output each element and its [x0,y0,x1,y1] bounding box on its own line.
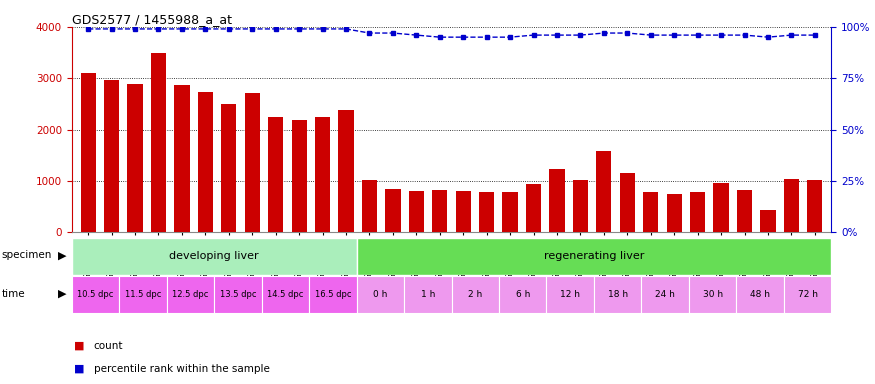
Bar [119,276,166,313]
Bar [404,276,452,313]
Bar [432,190,447,232]
Bar [689,276,737,313]
Bar [80,73,95,232]
Bar [409,191,424,232]
Bar [385,189,401,232]
Text: 2 h: 2 h [468,290,482,299]
Bar [72,276,119,313]
Text: 11.5 dpc: 11.5 dpc [125,290,161,299]
Bar [452,276,499,313]
Bar [309,276,357,313]
Bar [690,192,705,232]
Text: 6 h: 6 h [515,290,530,299]
Bar [456,191,471,232]
Bar [713,183,729,232]
Text: 12.5 dpc: 12.5 dpc [172,290,208,299]
Bar [784,179,799,232]
Bar [262,276,309,313]
Bar [546,276,594,313]
Bar [479,192,494,232]
Bar [667,194,682,232]
Bar [573,180,588,232]
Bar [245,93,260,232]
Text: 1 h: 1 h [421,290,435,299]
Bar [641,276,689,313]
Text: developing liver: developing liver [170,251,259,262]
Text: specimen: specimen [2,250,52,260]
Bar [737,276,784,313]
Text: ▶: ▶ [58,250,66,260]
Bar [596,151,612,232]
Bar [620,173,635,232]
Bar [198,92,213,232]
Text: 10.5 dpc: 10.5 dpc [77,290,114,299]
Text: 48 h: 48 h [750,290,770,299]
Bar [594,276,641,313]
Text: 30 h: 30 h [703,290,723,299]
Bar [357,276,404,313]
Text: 18 h: 18 h [607,290,627,299]
Text: time: time [2,289,25,299]
Bar [104,80,119,232]
Bar [174,85,190,232]
Bar [214,276,262,313]
Text: regenerating liver: regenerating liver [543,251,644,262]
Text: count: count [94,341,123,351]
Text: 72 h: 72 h [797,290,817,299]
Text: 0 h: 0 h [373,290,388,299]
Bar [499,276,546,313]
Bar [502,192,518,232]
Bar [643,192,658,232]
Text: GDS2577 / 1455988_a_at: GDS2577 / 1455988_a_at [72,13,232,26]
Text: ■: ■ [74,364,85,374]
Bar [72,238,357,275]
Bar [221,104,236,232]
Bar [808,180,822,232]
Text: 12 h: 12 h [560,290,580,299]
Text: 13.5 dpc: 13.5 dpc [220,290,256,299]
Bar [760,210,775,232]
Bar [339,110,354,232]
Bar [362,180,377,232]
Bar [291,120,307,232]
Bar [526,184,541,232]
Text: ▶: ▶ [58,289,66,299]
Bar [150,53,166,232]
Text: ■: ■ [74,341,85,351]
Bar [268,117,284,232]
Bar [128,84,143,232]
Bar [550,169,564,232]
Text: 14.5 dpc: 14.5 dpc [267,290,304,299]
Text: percentile rank within the sample: percentile rank within the sample [94,364,270,374]
Bar [784,276,831,313]
Bar [737,190,752,232]
Bar [357,238,831,275]
Text: 24 h: 24 h [655,290,675,299]
Bar [166,276,214,313]
Bar [315,117,330,232]
Text: 16.5 dpc: 16.5 dpc [315,290,351,299]
